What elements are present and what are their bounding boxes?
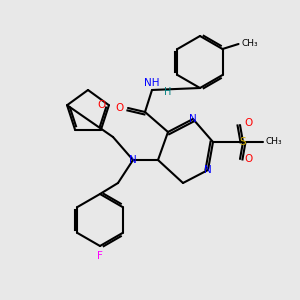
Text: NH: NH	[144, 78, 160, 88]
Text: N: N	[129, 155, 137, 165]
Text: O: O	[244, 154, 252, 164]
Text: N: N	[204, 165, 212, 175]
Text: S: S	[240, 137, 246, 147]
Text: F: F	[97, 251, 103, 261]
Text: O: O	[244, 118, 252, 128]
Text: CH₃: CH₃	[242, 40, 258, 49]
Text: O: O	[116, 103, 124, 113]
Text: CH₃: CH₃	[266, 137, 283, 146]
Text: H: H	[164, 87, 171, 97]
Text: N: N	[189, 114, 197, 124]
Text: O: O	[98, 100, 106, 110]
